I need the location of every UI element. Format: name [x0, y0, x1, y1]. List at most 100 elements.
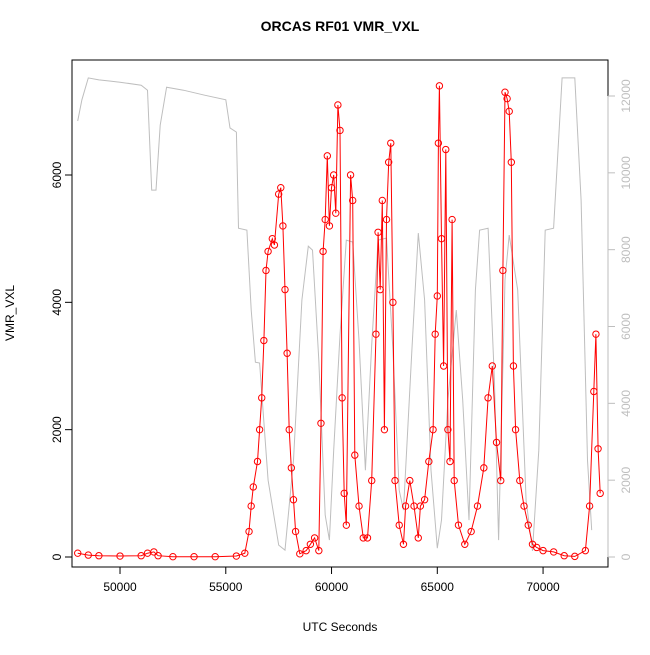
data-point — [260, 336, 268, 345]
data-point — [446, 457, 454, 466]
data-point — [395, 521, 403, 529]
data-point — [380, 425, 389, 434]
data-point — [431, 330, 439, 338]
data-point — [433, 292, 442, 300]
data-point — [150, 548, 158, 556]
data-point — [264, 247, 272, 256]
data-point — [190, 552, 198, 561]
data-point — [425, 457, 433, 466]
data-point — [376, 285, 384, 294]
data-point — [348, 196, 357, 205]
data-point — [321, 215, 329, 224]
data-point — [497, 476, 505, 485]
data-point — [488, 362, 496, 370]
data-point — [467, 527, 475, 536]
data-point — [533, 543, 541, 552]
data-point — [359, 534, 367, 542]
data-point — [539, 546, 547, 555]
data-point — [382, 215, 391, 224]
data-point — [327, 184, 336, 192]
data-point — [281, 285, 289, 294]
data-point — [484, 394, 492, 402]
data-point — [283, 349, 291, 357]
data-point — [116, 552, 124, 560]
data-point — [590, 387, 598, 396]
data-point — [279, 222, 287, 230]
data-point — [414, 534, 422, 542]
data-point — [571, 552, 579, 561]
data-point — [285, 425, 293, 434]
data-point — [384, 158, 393, 166]
data-line — [77, 85, 601, 558]
data-point — [291, 527, 300, 536]
data-point — [289, 496, 298, 504]
data-point — [416, 502, 425, 510]
data-point — [84, 551, 92, 559]
data-point — [592, 330, 600, 338]
data-point — [450, 476, 458, 485]
data-point — [241, 549, 249, 557]
data-point — [524, 521, 532, 529]
data-point — [596, 489, 604, 498]
data-point — [492, 438, 501, 447]
data-point — [435, 82, 444, 90]
data-point — [549, 548, 558, 556]
y2-tick-label: 8000 — [619, 236, 633, 263]
data-point — [262, 266, 270, 275]
y2-tick-label: 6000 — [619, 313, 633, 340]
data-point — [461, 540, 469, 548]
data-point — [516, 476, 524, 485]
data-point — [74, 549, 82, 557]
data-point — [319, 247, 327, 256]
data-point — [374, 228, 382, 236]
data-point — [169, 552, 177, 561]
data-point — [505, 107, 513, 116]
data-point — [338, 394, 346, 402]
data-point — [509, 362, 518, 370]
data-point — [277, 184, 285, 192]
data-point — [310, 534, 319, 542]
y2-tick-label: 4000 — [619, 390, 633, 417]
data-point — [253, 457, 262, 466]
data-point — [520, 502, 528, 510]
data-point — [317, 419, 325, 427]
data-point — [507, 158, 516, 166]
data-point — [363, 534, 372, 542]
data-point — [334, 101, 342, 109]
data-point — [323, 152, 332, 160]
x-tick-label: 50000 — [103, 580, 137, 594]
data-point — [503, 94, 511, 103]
data-point — [245, 527, 253, 536]
data-point — [581, 546, 590, 555]
data-point — [391, 476, 399, 485]
data-point — [399, 540, 408, 548]
data-point — [306, 540, 315, 548]
data-point — [387, 139, 395, 147]
y-tick-label: 4000 — [50, 289, 64, 316]
data-point — [585, 502, 594, 510]
data-point — [480, 464, 488, 472]
data-point — [336, 126, 344, 135]
data-point — [270, 241, 279, 249]
y2-tick-label: 2000 — [619, 467, 633, 494]
data-point — [232, 552, 241, 560]
data-point — [444, 425, 452, 434]
altitude-line — [77, 77, 593, 552]
x-tick-label: 60000 — [315, 580, 349, 594]
data-point — [355, 502, 363, 510]
x-tick-label: 70000 — [526, 580, 560, 594]
data-point — [594, 445, 602, 453]
data-point — [448, 215, 456, 224]
data-point — [325, 222, 334, 230]
data-point — [406, 476, 414, 485]
y2-tick-label: 12000 — [619, 79, 633, 113]
data-point — [258, 394, 266, 402]
data-point — [473, 502, 482, 510]
data-point — [296, 550, 304, 558]
data-point — [501, 88, 509, 96]
data-point — [302, 546, 310, 555]
y-tick-label: 2000 — [50, 416, 64, 443]
data-point — [329, 171, 338, 179]
data-point — [372, 330, 380, 338]
